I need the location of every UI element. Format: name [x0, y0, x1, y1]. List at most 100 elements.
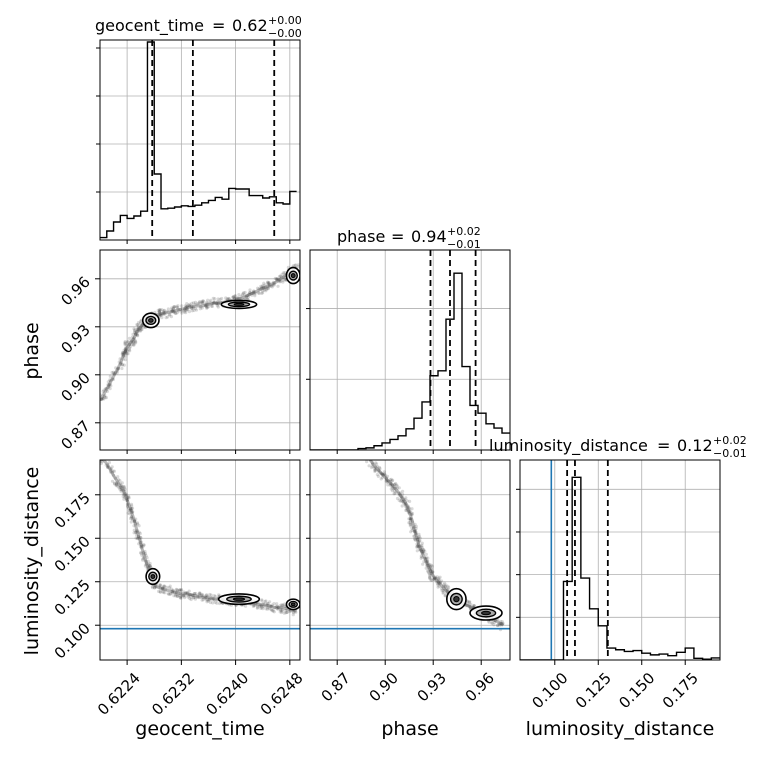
sample-point — [127, 506, 131, 510]
sample-point — [417, 539, 421, 543]
sample-point — [187, 593, 191, 597]
sample-point — [134, 530, 138, 535]
sample-point — [159, 313, 163, 317]
density-ridge — [100, 388, 109, 402]
sample-point — [252, 289, 256, 294]
sample-point — [292, 611, 296, 615]
sample-point — [218, 300, 222, 304]
density-ridge — [395, 488, 403, 498]
sample-point — [424, 556, 428, 561]
title-luminosity-distance-plus: +0.02 — [713, 434, 747, 447]
sample-point — [445, 588, 449, 592]
sample-point — [272, 282, 276, 286]
sample-point — [216, 302, 220, 306]
sample-point — [136, 334, 140, 338]
sample-point — [404, 502, 408, 506]
sample-point — [416, 540, 420, 544]
sample-point — [417, 545, 421, 549]
sample-point — [289, 609, 293, 613]
sample-point — [375, 473, 379, 477]
sample-point — [161, 586, 165, 590]
sample-point — [132, 520, 136, 524]
sample-point — [182, 307, 187, 311]
sample-point — [365, 460, 369, 464]
sample-point — [179, 588, 184, 592]
sample-point — [134, 536, 138, 540]
sample-point — [143, 559, 147, 563]
sample-point — [245, 294, 250, 298]
sample-point — [422, 556, 427, 560]
sample-point — [127, 494, 131, 498]
sample-point — [243, 290, 247, 295]
sample-point — [182, 590, 186, 594]
sample-point — [122, 354, 126, 358]
sample-point — [157, 310, 161, 314]
sample-point — [144, 554, 148, 558]
sample-point — [162, 311, 166, 315]
sample-point — [134, 332, 138, 336]
sample-point — [160, 587, 164, 591]
sample-point — [110, 470, 114, 474]
sample-point — [102, 388, 106, 392]
sample-point — [144, 563, 148, 567]
sample-point — [425, 562, 429, 566]
panel-frame-0-0 — [99, 39, 301, 241]
sample-point — [437, 581, 441, 586]
sample-point — [402, 502, 406, 506]
sample-point — [468, 606, 472, 611]
sample-point — [393, 486, 397, 490]
sample-point — [189, 597, 193, 602]
sample-point — [420, 541, 424, 545]
sample-point — [497, 623, 502, 627]
sample-point — [368, 453, 371, 456]
sample-point — [100, 454, 103, 457]
sample-point — [371, 464, 375, 469]
sample-point — [163, 312, 167, 316]
sample-point — [408, 517, 412, 521]
sample-point — [260, 291, 264, 295]
sample-point — [395, 496, 400, 501]
sample-point — [167, 312, 171, 317]
sample-point — [175, 305, 180, 310]
sample-point — [440, 588, 444, 593]
sample-point — [378, 467, 382, 471]
sample-point — [401, 499, 405, 503]
sample-point — [226, 297, 230, 302]
sample-point — [123, 358, 128, 362]
sample-point — [419, 554, 423, 558]
sample-point — [420, 545, 424, 550]
density-ridge — [379, 471, 388, 481]
sample-point — [143, 549, 147, 554]
sample-point — [173, 305, 177, 309]
sample-point — [407, 517, 411, 521]
sample-point — [124, 354, 128, 358]
sample-point — [117, 360, 121, 364]
title-geocent-time-plus: +0.00 — [268, 14, 302, 27]
sample-point — [294, 263, 298, 267]
sample-point — [419, 556, 423, 560]
sample-point — [134, 329, 139, 334]
sample-point — [187, 304, 192, 308]
sample-point — [199, 305, 203, 309]
sample-point — [410, 520, 415, 524]
sample-point — [124, 493, 128, 497]
sample-point — [171, 310, 175, 314]
sample-point — [209, 298, 213, 302]
sample-point — [408, 517, 413, 521]
sample-point — [99, 456, 102, 459]
sample-point — [121, 350, 125, 355]
sample-point — [133, 519, 137, 523]
sample-point — [402, 501, 406, 505]
sample-point — [224, 296, 228, 300]
sample-point — [426, 556, 430, 560]
sample-point — [261, 283, 265, 287]
sample-point — [101, 396, 105, 400]
sample-point — [164, 316, 168, 320]
xlabel-luminosity-distance: luminosity_distance — [526, 718, 715, 740]
density-ridge — [167, 309, 175, 314]
xtick-label-phase: 0.93 — [414, 669, 450, 705]
sample-point — [120, 485, 124, 489]
sample-point — [139, 538, 143, 542]
sample-point — [118, 357, 122, 361]
panel-frame-1-1 — [309, 249, 511, 451]
